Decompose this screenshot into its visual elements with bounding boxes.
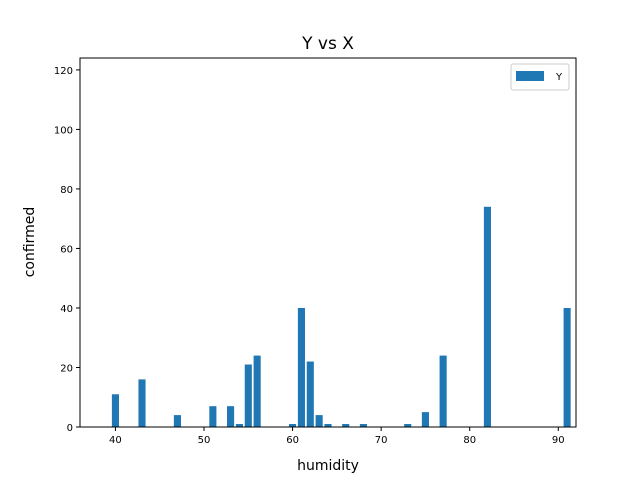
chart-title: Y vs X: [301, 34, 354, 54]
bar-63: [315, 415, 323, 427]
bar-75: [421, 412, 429, 427]
y-tick-label-100: 100: [54, 125, 73, 136]
bar-66: [342, 424, 350, 427]
bar-54: [235, 424, 243, 427]
x-tick-label-80: 80: [463, 435, 476, 446]
bar-61: [297, 307, 305, 427]
y-tick-label-20: 20: [60, 363, 73, 374]
legend-label: Y: [555, 72, 563, 83]
plot-frame: [79, 57, 577, 428]
x-axis-label: humidity: [297, 458, 359, 474]
x-tick-label-90: 90: [552, 435, 565, 446]
y-tick-label-60: 60: [60, 244, 73, 255]
legend: Y: [510, 63, 570, 91]
bar-56: [253, 355, 261, 427]
x-tick-label-40: 40: [109, 435, 122, 446]
x-axis-ticks: 40 50 60 70 80 90: [109, 427, 565, 446]
bar-62: [306, 361, 314, 427]
bar-91: [563, 307, 571, 427]
bar-55: [244, 364, 252, 427]
bar-77: [439, 355, 447, 427]
bar-73: [404, 424, 412, 427]
bar-40: [111, 394, 119, 427]
y-tick-label-40: 40: [60, 304, 73, 315]
x-tick-label-70: 70: [375, 435, 388, 446]
bar-51: [209, 406, 217, 427]
legend-swatch: [516, 71, 544, 81]
bar-60: [289, 424, 297, 427]
bar-47: [173, 415, 181, 427]
bars-group: [111, 206, 571, 427]
y-tick-label-80: 80: [60, 185, 73, 196]
bar-82: [483, 206, 491, 427]
bar-53: [227, 406, 235, 427]
y-axis-label: confirmed: [22, 207, 38, 278]
x-tick-label-50: 50: [198, 435, 211, 446]
bar-43: [138, 379, 146, 427]
bar-68: [359, 424, 367, 427]
y-tick-label-120: 120: [54, 66, 73, 77]
y-tick-label-0: 0: [67, 423, 73, 434]
bar-64: [324, 424, 332, 427]
y-axis-ticks: 0 20 40 60 80 100 120: [54, 66, 80, 434]
x-tick-label-60: 60: [286, 435, 299, 446]
